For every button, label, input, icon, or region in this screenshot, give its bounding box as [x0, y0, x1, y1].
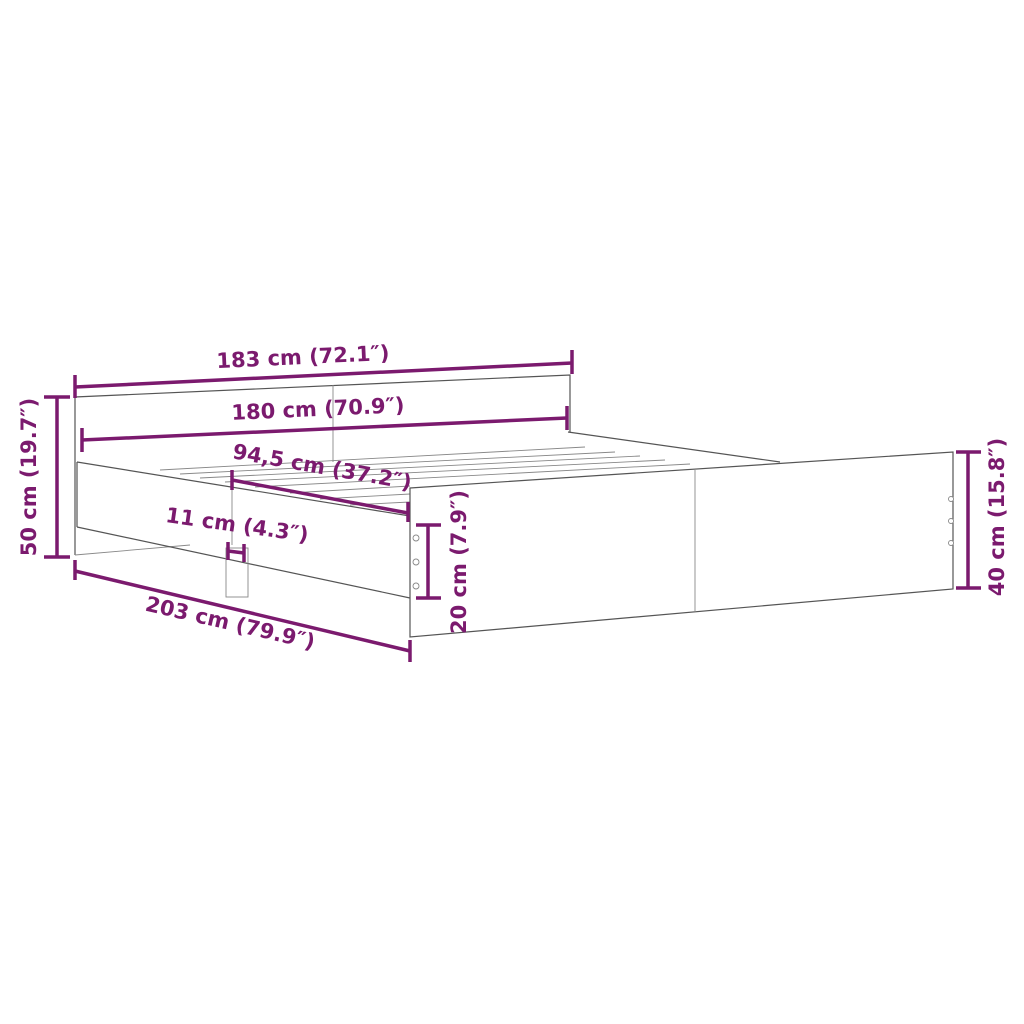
label-inner-width: 180 cm (70.9″): [231, 393, 405, 425]
label-headboard-width: 183 cm (72.1″): [216, 341, 390, 373]
slat: [179, 451, 616, 475]
bed-frame-drawing: [74, 374, 954, 638]
label-headboard-height: 50 cm (19.7″): [17, 398, 41, 557]
label-leg-width: 11 cm (4.3″): [164, 503, 310, 547]
bolt-holes: [412, 496, 954, 590]
label-footboard-height: 40 cm (15.8″): [985, 438, 1009, 597]
dimension-line: [74, 569, 411, 653]
slat: [289, 485, 411, 494]
dimension-inner-width: 180 cm (70.9″): [80, 393, 569, 452]
headboard: [74, 374, 571, 555]
slat: [199, 455, 641, 479]
slat: [159, 446, 586, 471]
left-side-rail-bottom: [76, 526, 411, 599]
bolt-hole: [948, 496, 954, 502]
footboard: [409, 451, 954, 638]
bolt-hole: [948, 540, 954, 546]
slat: [224, 459, 666, 483]
bolt-hole: [412, 534, 420, 542]
left-side-rail: [76, 461, 411, 517]
bolt-hole: [948, 518, 954, 524]
dimension-leg-width: 11 cm (4.3″): [164, 503, 310, 562]
dimension-footboard-height: 40 cm (15.8″): [956, 438, 1009, 597]
slat: [254, 463, 691, 488]
dimension-line: [74, 361, 573, 389]
dimension-line: [231, 478, 409, 515]
right-side-rail: [567, 431, 781, 463]
dimension-total-length: 203 cm (79.9″): [73, 560, 412, 662]
label-footboard-clearance: 20 cm (7.9″): [447, 490, 471, 634]
dimension-headboard-width: 183 cm (72.1″): [73, 341, 574, 398]
floor-line: [74, 544, 191, 556]
slats: [159, 446, 691, 506]
center-leg: [225, 547, 249, 598]
bolt-hole: [412, 582, 420, 590]
dimension-footboard-clearance: 20 cm (7.9″): [416, 490, 471, 634]
bolt-hole: [412, 558, 420, 566]
dimension-line: [81, 416, 568, 442]
dimension-line: [227, 549, 245, 555]
dimension-headboard-height: 50 cm (19.7″): [17, 395, 70, 559]
